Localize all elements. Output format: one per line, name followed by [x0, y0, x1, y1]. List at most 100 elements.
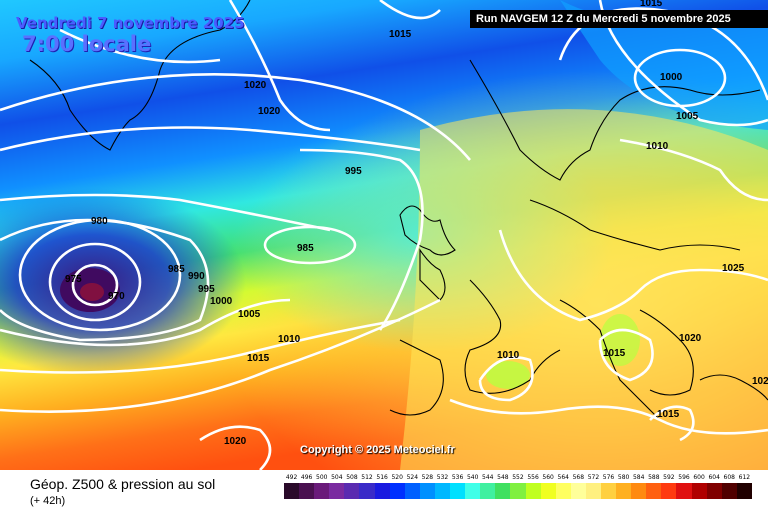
isobar-label: 1020 [244, 80, 267, 91]
scale-swatch [570, 483, 586, 499]
scale-swatch [314, 483, 330, 499]
scale-tick-label: 492 [285, 474, 298, 481]
isobar-label: 995 [198, 284, 215, 295]
scale-tick-label: 544 [482, 474, 494, 481]
scale-swatch [706, 483, 722, 499]
scale-tick-label: 580 [617, 474, 630, 481]
scale-tick-label: 500 [316, 474, 328, 481]
scale-swatch [510, 483, 526, 499]
scale-tick-label: 556 [527, 474, 539, 481]
scale-swatch [434, 483, 451, 499]
scale-swatch [450, 483, 466, 499]
isobars [0, 0, 768, 470]
isobar-label: 102 [752, 376, 768, 387]
scale-tick-label: 552 [512, 474, 524, 481]
isobar-label: 970 [108, 291, 125, 302]
weather-map: 1015 1020 1020 1015 1000 1005 1010 995 9… [0, 0, 768, 470]
scale-tick-label: 524 [406, 474, 419, 481]
scale-swatch [329, 483, 345, 499]
scale-swatch [419, 483, 435, 499]
scale-tick-label: 584 [632, 474, 645, 481]
forecast-time: 7:00 locale [22, 32, 152, 56]
isobar-label: 995 [345, 166, 362, 177]
isobar-label: 1015 [389, 29, 412, 40]
forecast-date: Vendredi 7 novembre 2025 [16, 14, 245, 32]
scale-tick-label: 504 [331, 474, 343, 481]
scale-tick-label: 588 [648, 474, 660, 481]
isobar-label: 1000 [660, 72, 683, 83]
color-scale-bar [284, 483, 752, 499]
scale-swatch [525, 483, 541, 499]
isobar-label: 1010 [278, 334, 301, 345]
isobar-label: 985 [297, 243, 314, 254]
scale-tick-label: 572 [587, 474, 600, 481]
scale-swatch [480, 483, 496, 499]
scale-tick-label: 604 [708, 474, 720, 481]
isobar-label: 975 [65, 274, 82, 285]
scale-tick-label: 508 [346, 474, 358, 481]
scale-swatch [631, 483, 647, 499]
scale-tick-label: 528 [421, 474, 434, 481]
scale-swatch [495, 483, 511, 499]
scale-swatch [646, 483, 662, 499]
isobar-label: 1015 [603, 348, 626, 359]
scale-tick-label: 540 [466, 474, 479, 481]
scale-swatch [389, 483, 405, 499]
scale-swatch [691, 483, 707, 499]
isobar-label: 1000 [210, 296, 233, 307]
copyright-notice: Copyright © 2025 Meteociel.fr [300, 444, 455, 456]
isobar-label: 1005 [676, 111, 699, 122]
isobar-label: 1025 [722, 263, 745, 274]
scale-tick-label: 496 [300, 474, 313, 481]
scale-tick-label: 576 [602, 474, 615, 481]
scale-tick-label: 600 [693, 474, 705, 481]
scale-swatch [736, 483, 752, 499]
isobar-label: 1015 [247, 353, 270, 364]
isobar-label: 1020 [679, 333, 702, 344]
color-scale-labels: 492 496 500 504 508 512 516 520 524 528 532 536 540 5… [284, 474, 752, 481]
scale-swatch [721, 483, 737, 499]
isobar-label: 1005 [238, 309, 261, 320]
isobar-label: 980 [91, 216, 108, 227]
scale-swatch [540, 483, 556, 499]
scale-tick-label: 612 [738, 474, 751, 481]
scale-tick-label: 516 [376, 474, 388, 481]
scale-tick-label: 548 [497, 474, 509, 481]
scale-swatch [616, 483, 632, 499]
map-parameter-title: Géop. Z500 & pression au sol [30, 476, 216, 492]
scale-swatch [555, 483, 571, 499]
scale-swatch [585, 483, 601, 499]
scale-swatch [284, 483, 300, 499]
isobar-label: 1015 [640, 0, 663, 9]
scale-swatch [600, 483, 617, 499]
scale-tick-label: 520 [391, 474, 403, 481]
model-run-label: Run NAVGEM 12 Z du Mercredi 5 novembre 2… [470, 10, 768, 28]
scale-tick-label: 560 [542, 474, 554, 481]
isobar-label: 1010 [497, 350, 520, 361]
scale-swatch [359, 483, 375, 499]
scale-swatch [661, 483, 677, 499]
scale-swatch [465, 483, 481, 499]
isobar-label: 1010 [646, 141, 669, 152]
scale-swatch [344, 483, 360, 499]
scale-tick-label: 532 [436, 474, 449, 481]
isobar-label: 990 [188, 271, 205, 282]
isobar-label: 1020 [258, 106, 281, 117]
scale-tick-label: 596 [678, 474, 690, 481]
scale-tick-label: 608 [723, 474, 735, 481]
scale-swatch [299, 483, 315, 499]
scale-swatch [404, 483, 420, 499]
color-scale-legend: 492 496 500 504 508 512 516 520 524 528 532 536 540 5… [284, 474, 752, 508]
isobar-labels: 1015 1020 1020 1015 1000 1005 1010 995 9… [65, 0, 768, 447]
scale-tick-label: 592 [663, 474, 675, 481]
scale-tick-label: 568 [572, 474, 585, 481]
isobar-label: 1015 [657, 409, 680, 420]
scale-tick-label: 564 [557, 474, 569, 481]
scale-tick-label: 512 [361, 474, 373, 481]
isobar-label: 985 [168, 264, 185, 275]
scale-swatch [374, 483, 390, 499]
scale-swatch [676, 483, 692, 499]
scale-tick-label: 536 [451, 474, 464, 481]
forecast-lead-time: (+ 42h) [30, 495, 66, 507]
